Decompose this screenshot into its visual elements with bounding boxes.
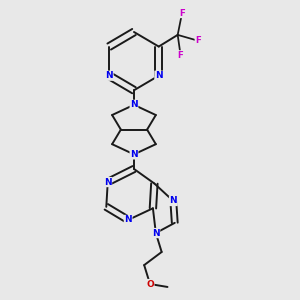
Text: F: F — [195, 36, 201, 45]
Text: N: N — [155, 71, 163, 80]
Text: N: N — [124, 215, 132, 224]
Text: O: O — [146, 280, 154, 289]
Text: F: F — [179, 8, 185, 17]
Text: N: N — [104, 178, 112, 187]
Text: N: N — [169, 196, 177, 206]
Text: N: N — [130, 100, 138, 109]
Text: N: N — [105, 71, 113, 80]
Text: N: N — [130, 150, 138, 159]
Text: F: F — [178, 51, 184, 60]
Text: N: N — [152, 229, 160, 238]
